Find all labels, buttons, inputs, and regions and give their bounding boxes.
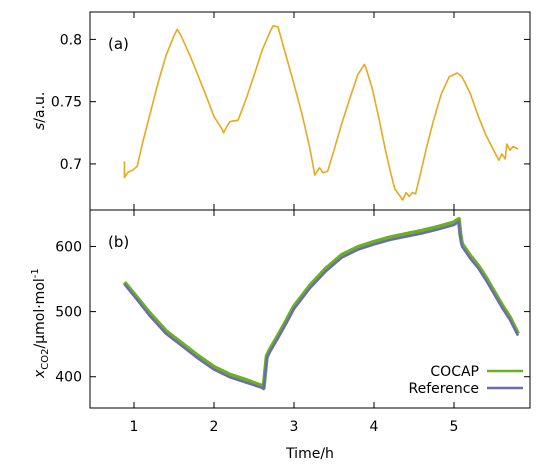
- panel-b-frame: [89, 209, 531, 409]
- x-tick-label: 4: [370, 419, 379, 435]
- panel-a-ylabel-unit: /a.u.: [32, 92, 48, 123]
- panel-b-ylabel-sub: CO2: [40, 348, 51, 369]
- panel-b-series: [122, 217, 520, 391]
- panel-b-ylabel: xCO2/µmol·mol-1: [30, 268, 51, 379]
- panel-a-ylabel: s/a.u.: [32, 92, 48, 130]
- y-tick-label: 0.75: [51, 95, 82, 111]
- panel-a-ticks: 0.7 0.75 0.8: [51, 12, 530, 210]
- reference-series-line: [123, 220, 520, 391]
- x-tick-label: 5: [450, 419, 459, 435]
- s-series-line: [123, 24, 519, 201]
- y-tick-label: 600: [55, 239, 82, 255]
- panel-b-ylabel-sup: -1: [30, 268, 41, 278]
- panel-b-ylabel-var: x: [32, 369, 48, 379]
- x-tick-label: 3: [290, 419, 299, 435]
- panel-a-series: [123, 24, 519, 201]
- x-axis-label: Time/h: [285, 446, 334, 462]
- legend: COCAP Reference: [409, 364, 523, 397]
- x-tick-label: 2: [210, 419, 219, 435]
- y-tick-label: 500: [55, 305, 82, 321]
- legend-label-reference: Reference: [409, 381, 480, 397]
- panel-a-frame: [89, 11, 531, 211]
- legend-label-cocap: COCAP: [430, 364, 479, 380]
- cocap-series-line: [122, 217, 520, 390]
- x-tick-label: 1: [130, 419, 139, 435]
- panel-a-ylabel-var: s: [32, 123, 48, 130]
- panel-b-label: (b): [108, 233, 129, 251]
- y-tick-label: 0.8: [60, 32, 82, 48]
- panel-b-ticks: 400 500 600 1 2 3 4 5: [55, 210, 530, 435]
- panel-a-label: (a): [108, 35, 129, 53]
- panel-b-ylabel-unit: /µmol·mol: [32, 278, 48, 348]
- y-tick-label: 0.7: [60, 157, 82, 173]
- y-tick-label: 400: [55, 370, 82, 386]
